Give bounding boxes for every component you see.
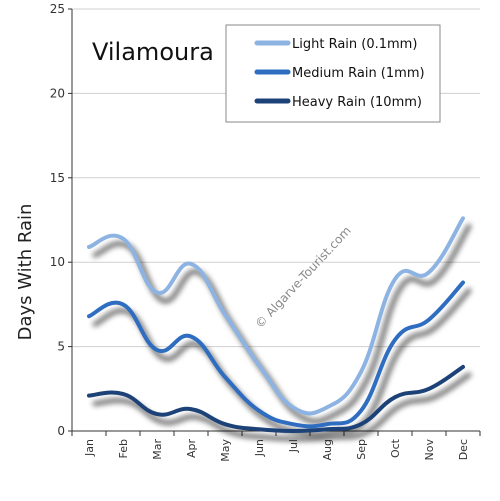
data-point xyxy=(427,270,431,274)
data-point xyxy=(359,422,363,426)
data-point xyxy=(359,370,363,374)
series-line-2 xyxy=(87,364,465,433)
chart-title: Vilamoura xyxy=(92,38,214,66)
x-tick-label: Jun xyxy=(253,439,266,457)
legend-label: Medium Rain (1mm) xyxy=(292,66,425,81)
series-line-1 xyxy=(87,280,465,429)
data-point xyxy=(427,317,431,322)
data-point xyxy=(121,302,125,306)
data-point xyxy=(223,375,227,379)
y-tick-label: 10 xyxy=(50,255,65,269)
data-point xyxy=(223,422,227,426)
y-tick-label: 15 xyxy=(50,171,65,185)
y-tick-label: 20 xyxy=(50,86,65,100)
data-point xyxy=(359,409,363,413)
data-point xyxy=(87,393,91,398)
data-point xyxy=(121,392,125,396)
data-point xyxy=(393,395,397,399)
data-point xyxy=(87,314,91,318)
y-axis-label: Days With Rain xyxy=(15,204,36,341)
x-tick-label: Sep xyxy=(355,439,368,460)
x-tick-label: Jan xyxy=(83,439,96,457)
data-point xyxy=(257,363,261,367)
data-point xyxy=(461,216,465,220)
x-tick-label: Nov xyxy=(423,439,436,461)
x-tick-label: Apr xyxy=(185,439,198,459)
data-point xyxy=(393,277,397,281)
data-point xyxy=(87,245,91,249)
data-point xyxy=(257,409,261,413)
data-point xyxy=(393,338,397,342)
data-point xyxy=(155,412,159,416)
data-point xyxy=(325,405,329,409)
data-point xyxy=(291,422,295,426)
data-point xyxy=(223,312,227,317)
data-point xyxy=(189,334,193,339)
data-point xyxy=(291,429,295,433)
data-point xyxy=(427,387,431,391)
data-point xyxy=(189,262,193,266)
data-point xyxy=(461,280,465,285)
data-point xyxy=(257,427,261,431)
x-tick-label: Oct xyxy=(389,438,402,458)
x-tick-label: Dec xyxy=(457,439,470,460)
y-tick-label: 25 xyxy=(50,2,65,16)
x-tick-label: Aug xyxy=(321,439,334,460)
data-point xyxy=(461,365,465,369)
data-point xyxy=(189,407,193,411)
x-tick-label: Mar xyxy=(151,439,164,460)
legend-label: Heavy Rain (10mm) xyxy=(292,95,422,110)
series-lines xyxy=(87,216,465,433)
data-point xyxy=(155,290,159,295)
data-point xyxy=(155,348,159,352)
legend: Light Rain (0.1mm) Medium Rain (1mm) Heavy… xyxy=(225,24,441,123)
x-tick-label: Feb xyxy=(117,439,130,458)
watermark-text: © Algarve-Tourist.com xyxy=(252,224,354,331)
series-line-0 xyxy=(87,216,465,416)
data-point xyxy=(325,427,329,431)
x-tick-label: Jul xyxy=(287,439,300,453)
data-point xyxy=(121,236,125,241)
y-tick-label: 0 xyxy=(57,424,65,438)
series-shadows xyxy=(92,223,472,442)
axis-labels: 0 5 10 15 20 25 Jan Feb Mar Apr May Jun Jul Aug Sep Oct… xyxy=(50,2,470,462)
x-tick-label: May xyxy=(219,439,232,462)
series-shadow xyxy=(92,372,472,442)
data-point xyxy=(291,405,295,409)
y-tick-label: 5 xyxy=(57,340,65,354)
data-point xyxy=(325,422,329,426)
legend-label: Light Rain (0.1mm) xyxy=(292,37,417,52)
